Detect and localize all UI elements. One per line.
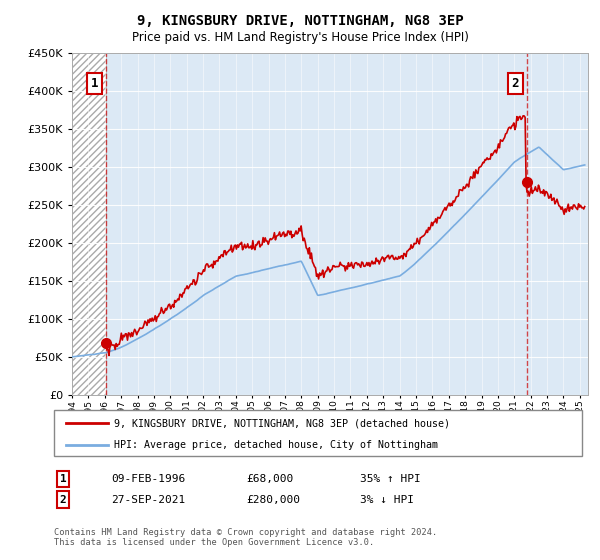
- Text: 35% ↑ HPI: 35% ↑ HPI: [360, 474, 421, 484]
- Text: 2: 2: [511, 77, 519, 90]
- Text: 3% ↓ HPI: 3% ↓ HPI: [360, 494, 414, 505]
- Text: £280,000: £280,000: [246, 494, 300, 505]
- Text: £68,000: £68,000: [246, 474, 293, 484]
- Text: 09-FEB-1996: 09-FEB-1996: [111, 474, 185, 484]
- Text: 1: 1: [59, 474, 67, 484]
- Text: 9, KINGSBURY DRIVE, NOTTINGHAM, NG8 3EP: 9, KINGSBURY DRIVE, NOTTINGHAM, NG8 3EP: [137, 14, 463, 28]
- Text: 27-SEP-2021: 27-SEP-2021: [111, 494, 185, 505]
- Text: Contains HM Land Registry data © Crown copyright and database right 2024.
This d: Contains HM Land Registry data © Crown c…: [54, 528, 437, 547]
- Bar: [72, 53, 106, 395]
- Text: HPI: Average price, detached house, City of Nottingham: HPI: Average price, detached house, City…: [114, 440, 438, 450]
- Text: 1: 1: [91, 77, 98, 90]
- Text: Price paid vs. HM Land Registry's House Price Index (HPI): Price paid vs. HM Land Registry's House …: [131, 31, 469, 44]
- Text: 9, KINGSBURY DRIVE, NOTTINGHAM, NG8 3EP (detached house): 9, KINGSBURY DRIVE, NOTTINGHAM, NG8 3EP …: [114, 418, 450, 428]
- Text: 2: 2: [59, 494, 67, 505]
